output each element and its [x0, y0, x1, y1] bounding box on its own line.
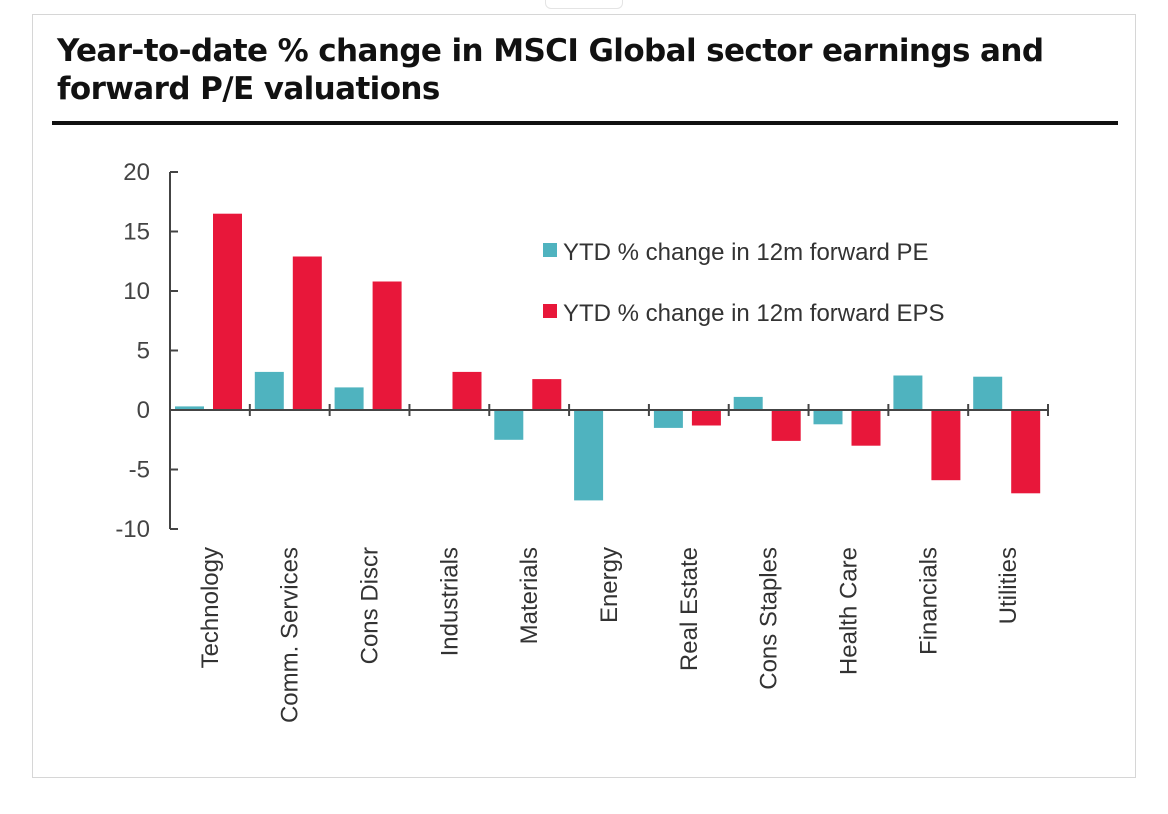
bar-materials-pe: [494, 410, 524, 440]
bar-real-estate-eps: [691, 410, 721, 426]
category-label: Technology: [197, 547, 224, 668]
axes: 20 15 10 5 0 -5 -10 Technology Comm. Services Con…: [115, 159, 1049, 723]
bar-cons-staples-eps: [771, 410, 801, 441]
y-tick-label: -5: [129, 457, 150, 484]
y-tick-label: 15: [123, 219, 150, 246]
category-label: Real Estate: [676, 547, 703, 671]
bar-comm-services-pe: [254, 371, 284, 410]
category-label: Cons Discr: [357, 547, 384, 664]
bar-technology-pe: [175, 406, 204, 410]
bar-financials-eps: [931, 410, 961, 481]
bar-industrials-eps: [452, 371, 482, 410]
category-label: Financials: [915, 547, 942, 655]
y-tick-label: 5: [137, 338, 150, 365]
legend: YTD % change in 12m forward PE YTD % chan…: [543, 239, 945, 327]
legend-swatch-eps: [543, 304, 557, 318]
category-label: Materials: [516, 547, 543, 644]
category-label: Health Care: [835, 547, 862, 675]
bars: [175, 213, 1041, 501]
bar-real-estate-pe: [653, 410, 683, 428]
category-label: Cons Staples: [756, 547, 783, 690]
y-tick-label: 10: [123, 278, 150, 305]
bar-cons-discr-pe: [334, 387, 364, 410]
top-tab: [545, 0, 623, 9]
y-tick-label: -10: [115, 516, 150, 543]
bar-utilities-eps: [1011, 410, 1041, 494]
y-tick-label: 20: [123, 159, 150, 186]
bar-technology-eps: [213, 213, 242, 410]
bar-materials-eps: [532, 379, 562, 410]
bar-cons-staples-pe: [733, 396, 763, 410]
category-label: Industrials: [436, 547, 463, 656]
category-label: Energy: [596, 547, 623, 623]
bar-comm-services-eps: [292, 256, 322, 410]
category-label: Comm. Services: [277, 547, 304, 723]
category-label: Utilities: [995, 547, 1022, 624]
bar-health-care-pe: [813, 410, 843, 425]
legend-label-pe: YTD % change in 12m forward PE: [563, 239, 929, 266]
legend-swatch-pe: [543, 243, 557, 257]
chart-title: Year-to-date % change in MSCI Global sec…: [57, 33, 1044, 107]
title-rule: [52, 121, 1118, 125]
legend-label-eps: YTD % change in 12m forward EPS: [563, 300, 945, 327]
bar-cons-discr-eps: [372, 281, 402, 410]
bar-financials-pe: [893, 375, 923, 410]
y-tick-label: 0: [137, 397, 150, 424]
bar-utilities-pe: [973, 376, 1003, 410]
bar-health-care-eps: [851, 410, 881, 446]
bar-energy-pe: [574, 410, 604, 501]
